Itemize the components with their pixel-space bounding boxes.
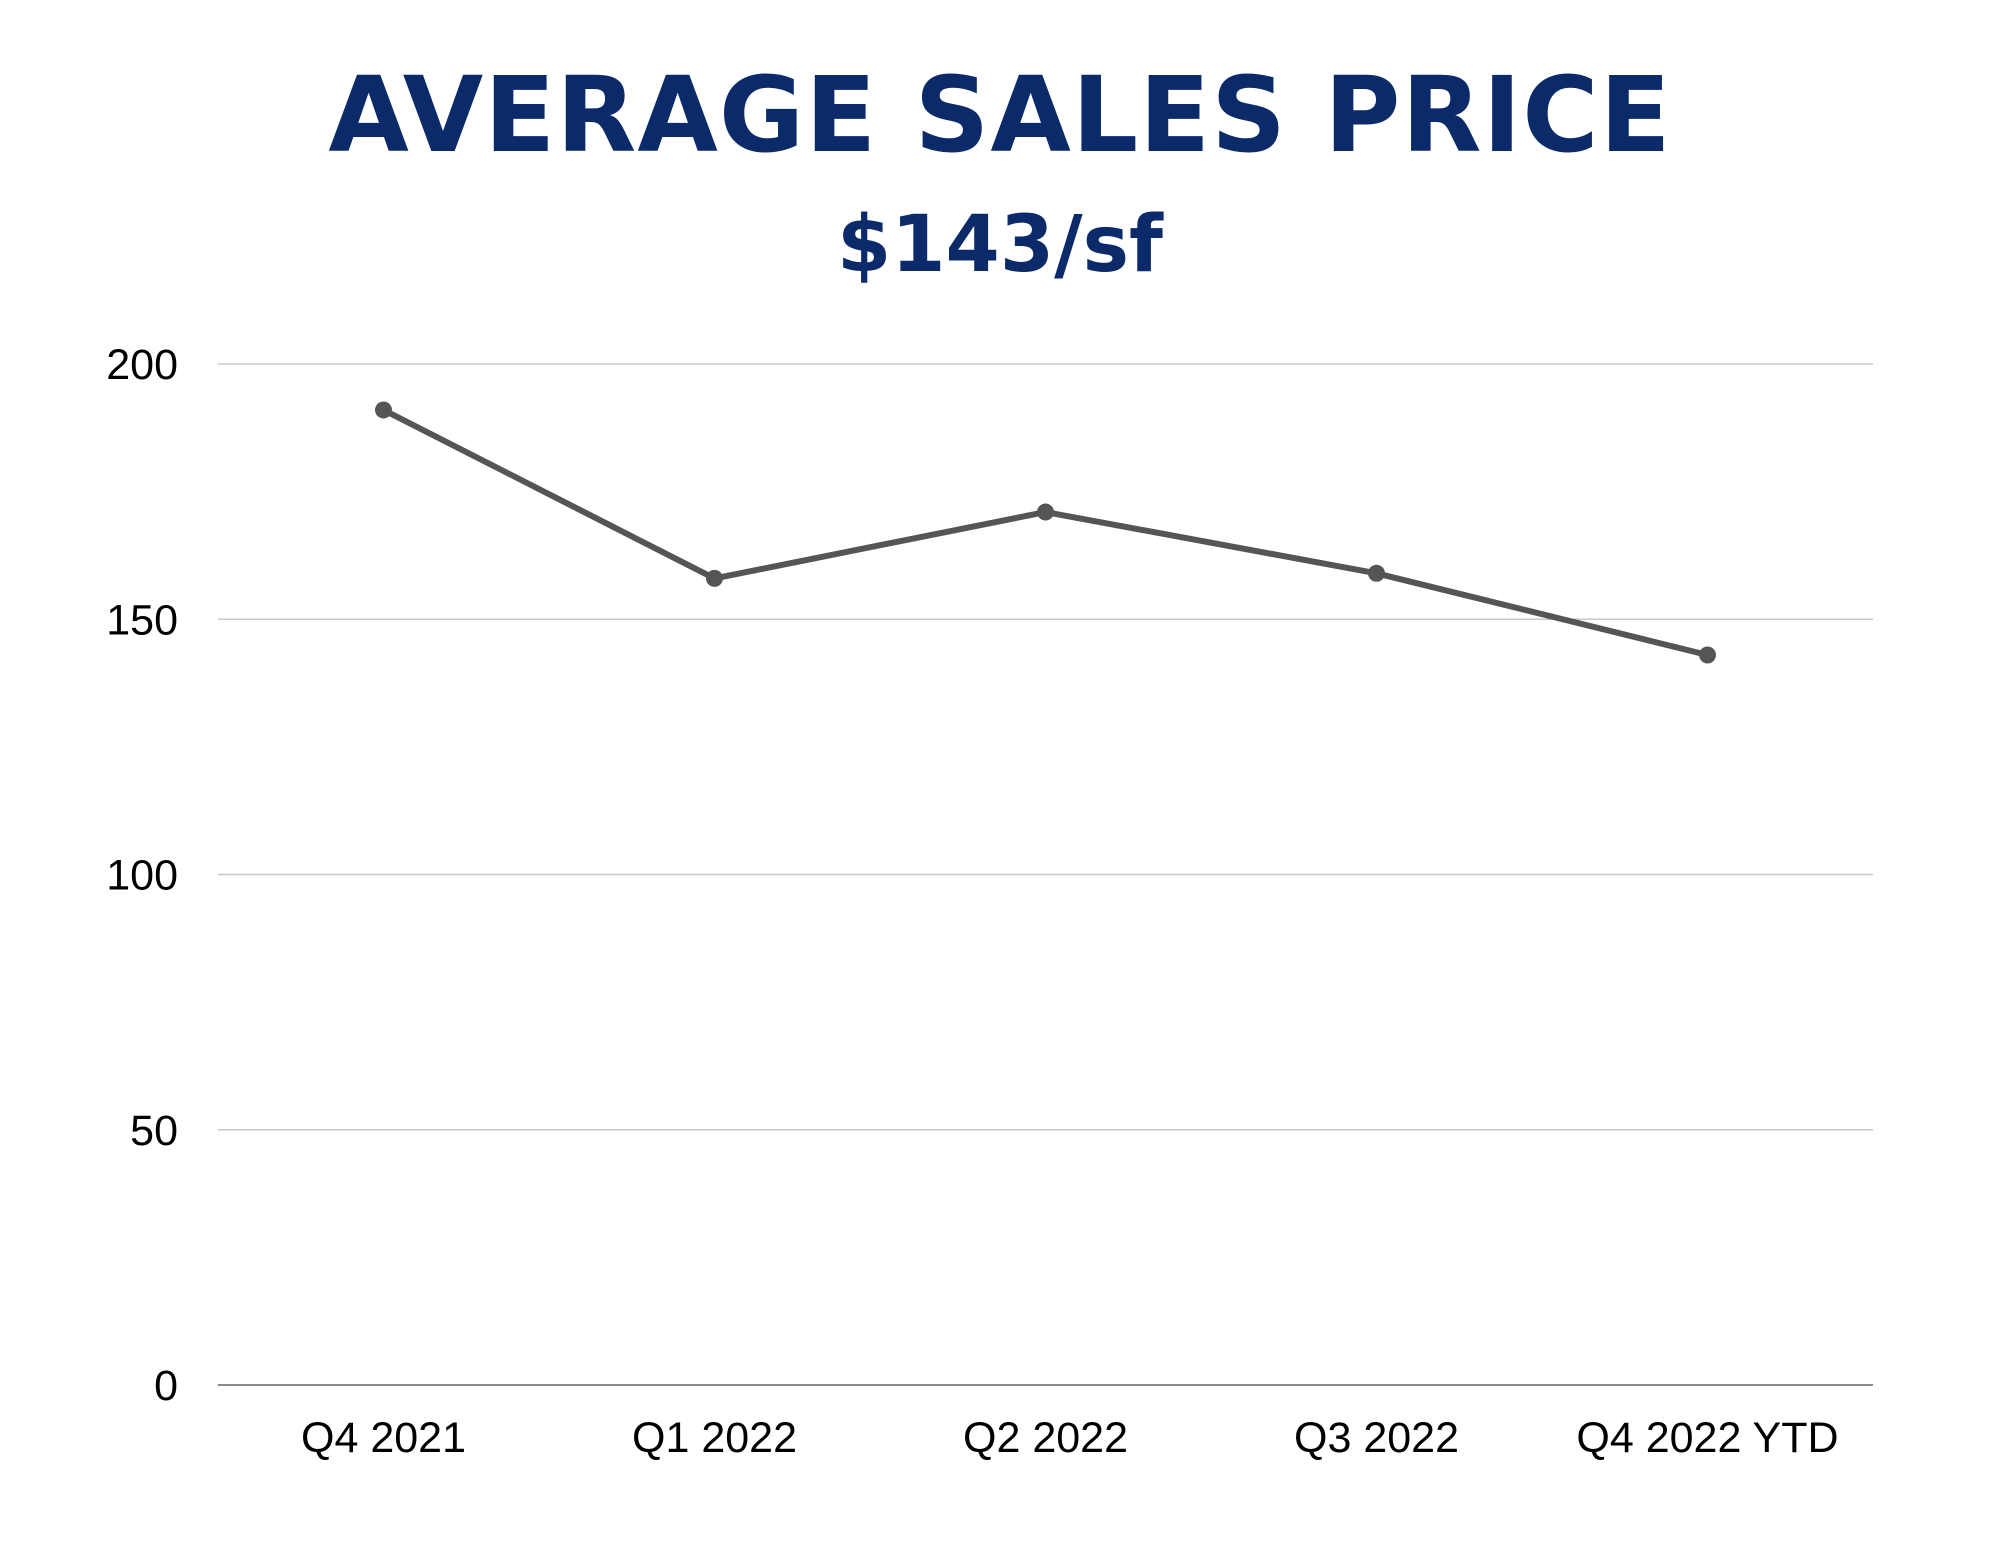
x-tick-label: Q4 2021 [301,1414,466,1462]
y-tick-label: 0 [154,1362,178,1410]
grid-layer [218,363,1873,1131]
y-tick-label: 50 [130,1107,178,1155]
x-tick-label: Q2 2022 [963,1414,1128,1462]
label-layer: 0 50 100 150 200 Q4 2021 Q1 2022 Q2 2022 Q3 2022… [106,341,1838,1462]
series-layer [375,401,1716,664]
x-tick-label: Q1 2022 [632,1414,797,1462]
series-line [380,406,1711,658]
data-point [1699,646,1716,664]
y-tick-label: 150 [106,596,178,644]
chart-subtitle: $143/sf [837,200,1163,290]
chart-title: AVERAGE SALES PRICE [328,54,1672,176]
x-tick-label: Q4 2022 YTD [1576,1414,1838,1462]
data-point [1037,503,1054,521]
data-point [1368,564,1385,582]
y-tick-label: 200 [106,341,178,389]
x-tick-label: Q3 2022 [1294,1414,1459,1462]
y-tick-label: 100 [106,852,178,900]
data-point [706,569,723,587]
data-point [375,401,392,419]
